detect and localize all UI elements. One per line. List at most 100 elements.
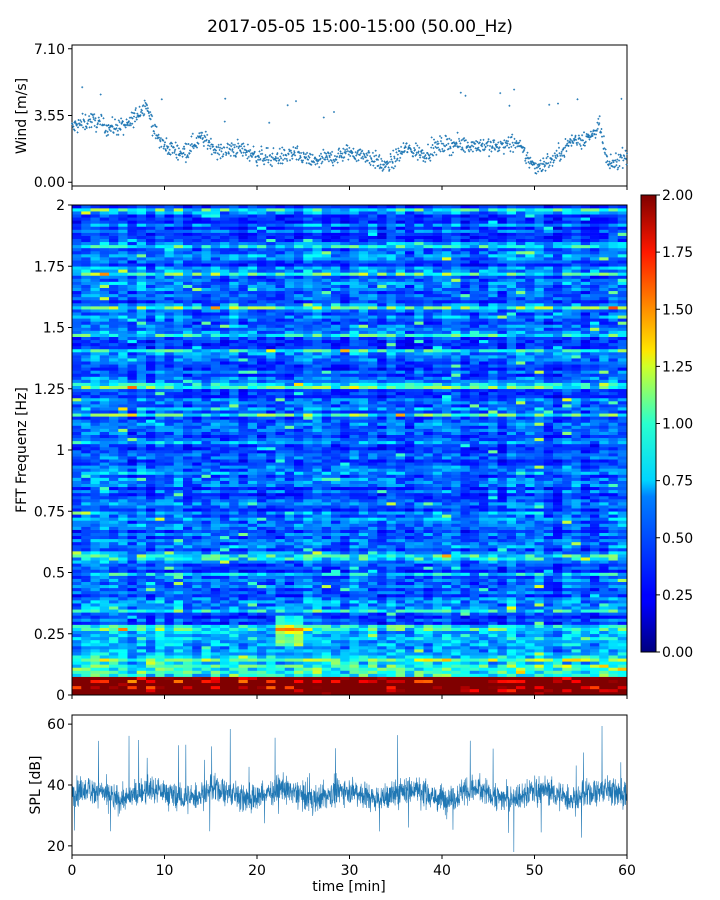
spectrogram-cell	[580, 578, 591, 582]
spectrogram-cell	[192, 548, 202, 552]
spectrogram-cell	[266, 603, 276, 607]
spectrogram-cell	[405, 560, 415, 564]
spectrogram-cell	[599, 667, 609, 671]
spectrogram-cell	[516, 486, 526, 491]
spectrogram-cell	[303, 477, 313, 481]
spectrogram-cell	[405, 453, 415, 457]
spectrogram-cell	[192, 471, 202, 475]
spectrogram-cell	[571, 597, 582, 601]
spectrogram-cell	[183, 523, 193, 527]
spectrogram-cell	[90, 664, 101, 668]
spectrogram-cell	[257, 630, 267, 635]
spectrogram-cell	[599, 499, 609, 503]
spectrogram-cell	[358, 468, 369, 472]
spectrogram-cell	[534, 453, 545, 457]
spectrogram-cell	[229, 578, 239, 582]
spectrogram-cell	[312, 667, 323, 671]
spectrogram-cell	[599, 566, 609, 570]
spectrogram-cell	[608, 621, 619, 625]
spectrogram-cell	[155, 517, 165, 521]
spectrogram-cell	[136, 443, 147, 448]
spectrogram-cell	[331, 603, 341, 607]
spectrogram-cell	[210, 511, 221, 515]
spectrogram-cell	[405, 544, 415, 549]
spectrogram-cell	[201, 578, 212, 582]
spectrogram-cell	[516, 618, 526, 622]
spectrogram-cell	[506, 642, 517, 647]
spectrogram-cell	[506, 609, 517, 613]
spectrogram-cell	[488, 532, 498, 537]
spectrogram-cell	[81, 450, 91, 454]
spectrogram-cell	[81, 630, 91, 635]
spectrogram-cell	[506, 443, 517, 448]
spectrogram-cell	[580, 593, 591, 598]
spectrogram-cell	[377, 495, 387, 500]
spectrogram-cell	[312, 642, 323, 647]
spectrogram-cell	[469, 532, 480, 537]
spectrogram-cell	[414, 682, 424, 687]
spectrogram-cell	[377, 597, 387, 601]
spectrogram-cell	[386, 535, 397, 540]
spectrogram-cell	[210, 551, 221, 555]
spectrogram-cell	[90, 615, 101, 619]
spectrogram-cell	[155, 459, 165, 463]
spectrogram-cell	[81, 551, 91, 555]
spectrogram-cell	[599, 489, 609, 494]
spectrogram-cell	[358, 557, 369, 561]
spectrogram-cell	[72, 538, 82, 543]
spectrogram-cell	[183, 554, 193, 558]
spectrogram-cell	[173, 474, 184, 478]
spectrogram-cell	[90, 492, 101, 497]
spectrogram-cell	[146, 462, 156, 466]
spectrogram-cell	[192, 621, 202, 625]
spectrogram-cell	[479, 606, 489, 610]
spectrogram-cell	[229, 572, 239, 576]
spectrogram-cell	[395, 538, 406, 543]
spectrogram-cell	[201, 609, 212, 613]
spectrogram-cell	[608, 578, 619, 582]
spectrogram-cell	[386, 624, 397, 628]
spectrogram-cell	[414, 517, 424, 521]
spectrogram-cell	[275, 520, 286, 524]
spectrogram-cell	[321, 618, 332, 622]
spectrogram-cell	[386, 563, 397, 567]
spectrogram-cell	[562, 514, 572, 518]
spectrogram-cell	[321, 615, 332, 619]
spectrogram-cell	[331, 440, 341, 445]
spectrogram-cell	[506, 603, 517, 607]
spectrogram-cell	[608, 636, 619, 641]
spectrogram-cell	[423, 587, 434, 592]
spectrogram-cell	[331, 459, 341, 463]
spectrogram-cell	[201, 612, 212, 616]
spectrogram-cell	[617, 682, 628, 687]
spectrogram-cell	[617, 572, 628, 576]
spectrogram-cell	[127, 630, 138, 635]
spectrogram-cell	[580, 538, 591, 543]
spectrogram-cell	[331, 667, 341, 671]
spectrogram-cell	[303, 529, 313, 533]
spectrogram-cell	[220, 575, 230, 579]
spectrogram-cell	[192, 538, 202, 543]
spectrogram-cell	[423, 658, 434, 662]
spectrogram-cell	[534, 670, 545, 674]
spectrogram-cell	[358, 544, 369, 549]
spectrogram-cell	[284, 456, 295, 460]
spectrogram-cell	[368, 688, 378, 693]
spectrogram-cell	[331, 548, 341, 552]
spectrogram-cell	[442, 532, 452, 537]
spectrogram-cell	[442, 548, 452, 552]
spectrogram-cell	[377, 691, 387, 696]
spectrogram-cell	[534, 646, 545, 650]
spectrogram-cell	[220, 624, 230, 628]
spectrogram-cell	[497, 581, 508, 586]
spectrogram-cell	[312, 450, 323, 454]
spectrogram-cell	[173, 621, 184, 625]
spectrogram-cell	[506, 480, 517, 484]
spectrogram-cell	[183, 446, 193, 451]
spectrogram-cell	[284, 597, 295, 601]
spectrogram-cell	[109, 453, 119, 457]
spectrogram-cell	[599, 474, 609, 478]
spectrogram-cell	[488, 664, 498, 668]
spectrogram-cell	[469, 566, 480, 570]
spectrogram-cell	[331, 495, 341, 500]
